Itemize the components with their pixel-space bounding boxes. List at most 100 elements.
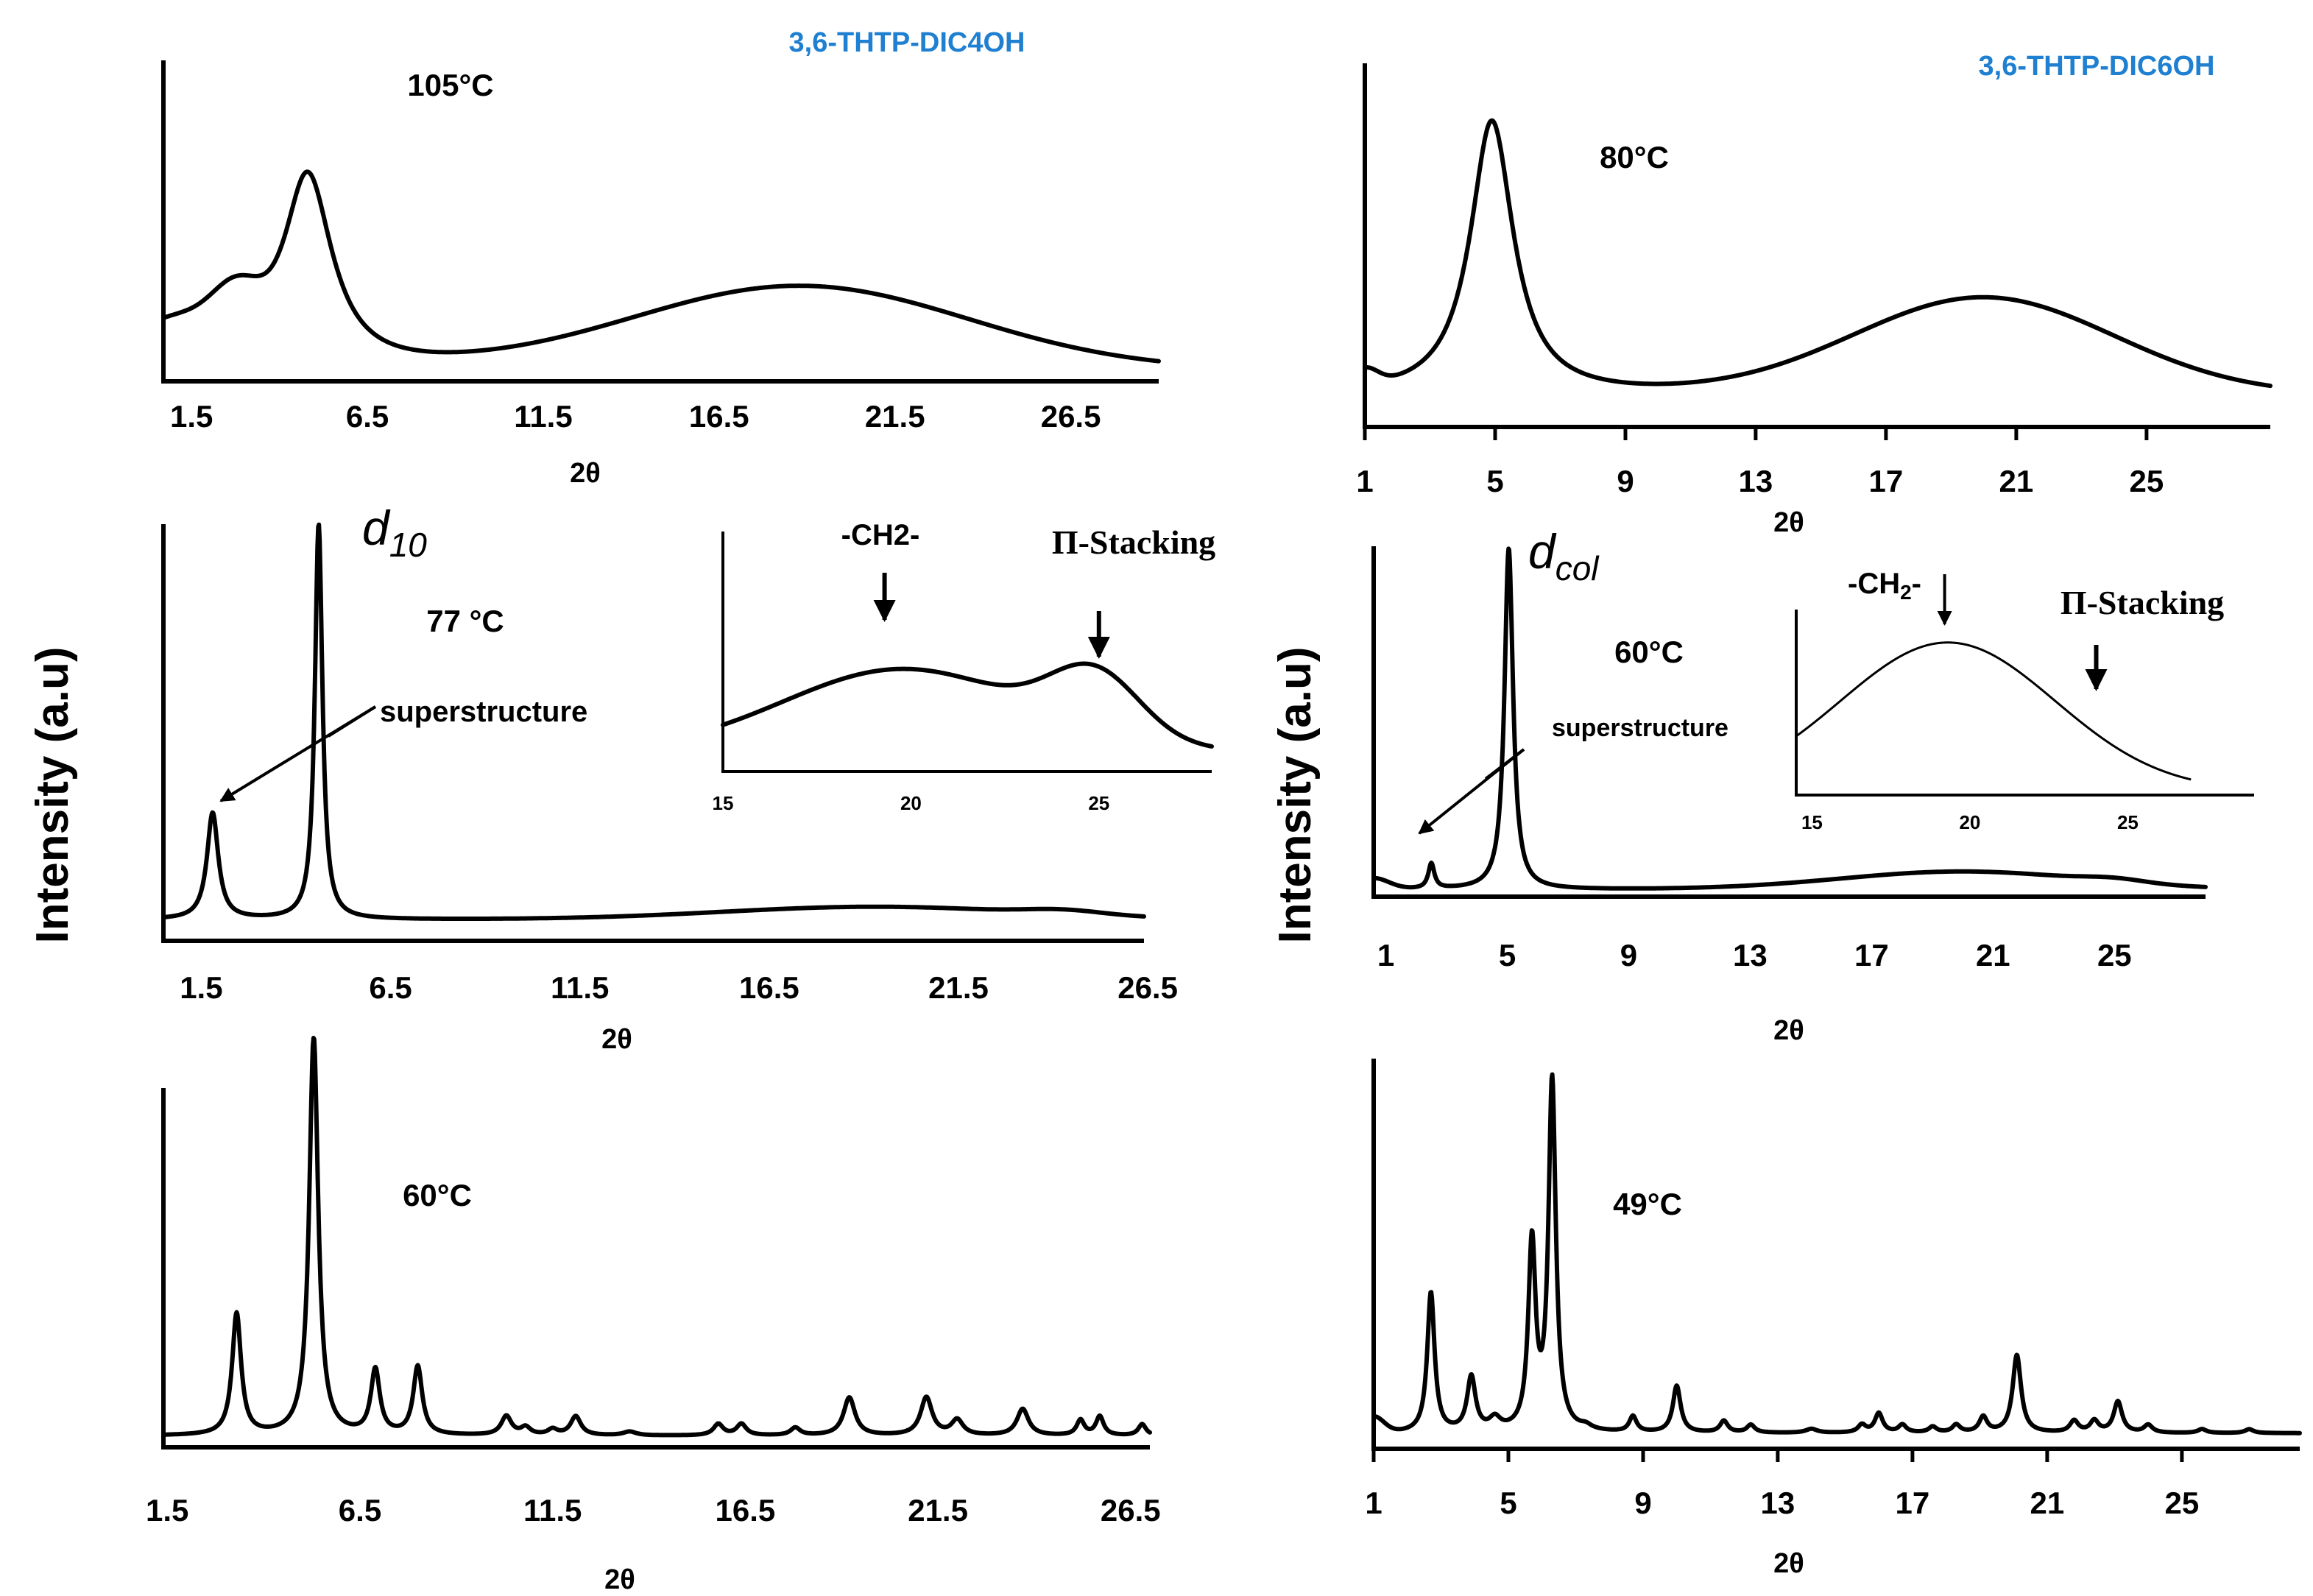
- x-tick-label: 26.5: [1101, 1493, 1161, 1528]
- temperature-label-c6-60c: 60°C: [1614, 635, 1684, 669]
- x-tick-label: 13: [1739, 464, 1773, 498]
- inset-curve-c4-77c: [721, 661, 1214, 749]
- superstructure-label-c4-77c: superstructure: [380, 696, 587, 728]
- x-tick-label: 5: [1499, 938, 1516, 972]
- x-tick-label: 26.5: [1117, 970, 1178, 1005]
- temperature-label-c4-105c: 105°C: [407, 68, 493, 102]
- x-tick-labels-c6-49c: 1 5 9 13 17 21 25: [1365, 1486, 2199, 1520]
- x-tick-label: 21: [2030, 1486, 2065, 1520]
- inset-c6-60c: 15 20 25 -CH2- Π-Stacking: [1795, 568, 2254, 833]
- x-tick-label: 25: [2165, 1486, 2200, 1520]
- axes-c6-80c: [1363, 63, 2270, 429]
- x-tick-label: 11.5: [523, 1493, 582, 1528]
- x-tick-label: 21.5: [865, 399, 925, 434]
- x-tick-label: 1.5: [170, 399, 213, 434]
- x-tick-label: 21: [1999, 464, 2034, 498]
- x-axis-label-c6-80c: 2θ: [1773, 507, 1804, 538]
- x-tick-label: 13: [1733, 938, 1768, 972]
- x-tick-label: 21: [1976, 938, 2010, 972]
- inset-ch2-tail: -: [1912, 568, 1921, 600]
- x-tick-label: 1: [1377, 938, 1394, 972]
- superstructure-label-c6-60c: superstructure: [1552, 714, 1728, 742]
- x-tick-labels-c4-60c: 1.5 6.5 11.5 16.5 21.5 26.5: [146, 1493, 1161, 1528]
- inset-x-tick-labels-c4-77c: 15 20 25: [713, 792, 1110, 814]
- x-tick-labels-c6-60c: 1 5 9 13 17 21 25: [1377, 938, 2132, 972]
- inset-ch2-main: -CH: [1848, 568, 1900, 600]
- x-tick-marks-c6-49c: [1371, 1449, 2184, 1462]
- dcol-label: dcol: [1528, 524, 1600, 587]
- x-tick-label: 21.5: [928, 970, 989, 1005]
- diffractogram-c6-60c: [1371, 546, 2208, 891]
- temperature-label-c6-49c: 49°C: [1613, 1187, 1682, 1221]
- diffractogram-c6-80c: [1363, 118, 2273, 389]
- x-axis-label-c4-60c: 2θ: [604, 1564, 635, 1595]
- inset-curve-c6-60c: [1795, 641, 2192, 781]
- inset-x-tick-label: 20: [1959, 811, 1980, 833]
- x-tick-label: 5: [1486, 464, 1503, 498]
- axes-c4-105c: [161, 60, 1159, 384]
- x-tick-marks-c6-80c: [1363, 427, 2149, 440]
- x-tick-label: 21.5: [908, 1493, 968, 1528]
- diffractogram-c4-105c: [161, 169, 1161, 364]
- inset-x-tick-label: 25: [1088, 792, 1109, 814]
- axes-c6-49c: [1371, 1059, 2300, 1451]
- temperature-label-c4-60c: 60°C: [403, 1178, 472, 1212]
- axes-c4-77c: [161, 524, 1144, 943]
- inset-x-tick-label: 15: [713, 792, 734, 814]
- inset-ch2-label-c6-60c: -CH2-: [1848, 568, 1921, 604]
- x-tick-labels-c6-80c: 1 5 9 13 17 21 25: [1356, 464, 2164, 498]
- inset-x-tick-labels-c6-60c: 15 20 25: [1801, 811, 2139, 833]
- panel-c6-80c: 1 5 9 13 17 21 25 80°C 2θ: [1356, 63, 2273, 538]
- x-tick-label: 6.5: [339, 1493, 381, 1528]
- x-tick-label: 11.5: [551, 970, 609, 1005]
- arrow-to-d10-peak: [327, 705, 377, 738]
- d10-label: d10: [362, 501, 427, 564]
- x-tick-label: 25: [2130, 464, 2164, 498]
- temperature-label-c4-77c: 77 °C: [426, 604, 504, 638]
- x-tick-label: 1.5: [146, 1493, 188, 1528]
- x-tick-label: 17: [1896, 1486, 1930, 1520]
- x-tick-label: 25: [2097, 938, 2132, 972]
- panel-c4-60c: 1.5 6.5 11.5 16.5 21.5 26.5 60°C 2θ: [146, 1036, 1161, 1595]
- x-tick-label: 16.5: [739, 970, 799, 1005]
- inset-ch2-label-c4-77c: -CH2-: [841, 519, 920, 551]
- x-tick-label: 1.5: [180, 970, 222, 1005]
- diffractogram-c6-49c: [1371, 1072, 2302, 1436]
- x-tick-label: 13: [1761, 1486, 1795, 1520]
- x-tick-label: 6.5: [346, 399, 389, 434]
- diffractogram-c4-77c: [161, 522, 1146, 921]
- x-tick-label: 26.5: [1041, 399, 1101, 434]
- x-tick-label: 17: [1869, 464, 1904, 498]
- temperature-label-c6-80c: 80°C: [1600, 140, 1669, 174]
- inset-pi-stacking-label-c4-77c: Π-Stacking: [1052, 523, 1215, 561]
- inset-x-tick-label: 15: [1801, 811, 1823, 833]
- x-tick-label: 6.5: [369, 970, 412, 1005]
- y-axis-label-right: Intensity (a.u): [1270, 646, 1321, 943]
- x-tick-label: 9: [1634, 1486, 1651, 1520]
- x-tick-label: 9: [1617, 464, 1634, 498]
- axes-c6-60c: [1371, 546, 2206, 899]
- y-axis-label-left: Intensity (a.u): [27, 646, 78, 943]
- x-tick-label: 16.5: [689, 399, 749, 434]
- panel-c4-105c: 1.5 6.5 11.5 16.5 21.5 26.5 105°C 2θ: [161, 60, 1161, 489]
- panel-c6-49c: 1 5 9 13 17 21 25 49°C 2θ: [1365, 1059, 2302, 1579]
- inset-pi-stacking-label-c6-60c: Π-Stacking: [2060, 584, 2224, 621]
- panel-c6-60c: 1 5 9 13 17 21 25 60°C 2θ dcol superstructure …: [1371, 524, 2254, 1046]
- x-tick-label: 1: [1356, 464, 1373, 498]
- d10-letter: d: [362, 501, 391, 555]
- diffractogram-c4-60c: [161, 1036, 1152, 1438]
- x-tick-label: 5: [1500, 1486, 1516, 1520]
- d10-subscript: 10: [389, 526, 428, 564]
- dcol-letter: d: [1528, 524, 1557, 579]
- dcol-subscript: col: [1555, 549, 1600, 587]
- x-tick-label: 11.5: [514, 399, 572, 434]
- inset-x-tick-label: 25: [2117, 811, 2139, 833]
- arrow-to-dcol-peak: [1484, 748, 1525, 780]
- x-axis-label-c6-49c: 2θ: [1773, 1548, 1804, 1579]
- x-tick-label: 16.5: [716, 1493, 776, 1528]
- x-axis-label-c4-105c: 2θ: [570, 458, 601, 489]
- inset-axes-c6-60c: [1795, 610, 2254, 797]
- inset-ch2-subscript: 2: [1900, 581, 1912, 604]
- inset-x-tick-label: 20: [900, 792, 922, 814]
